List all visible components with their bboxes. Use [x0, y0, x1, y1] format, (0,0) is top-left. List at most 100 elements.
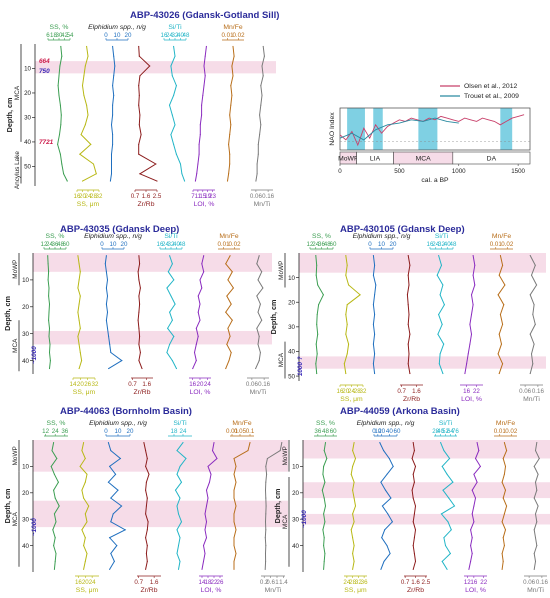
data-point-ss_pct [49, 360, 51, 362]
series-tick-label-elph: 60 [394, 428, 401, 435]
panel-title: ABP-43035 (Gdansk Deep) [60, 224, 179, 235]
data-point-loi [193, 351, 196, 354]
data-point-ss_um [348, 343, 350, 345]
series-tick-label-elph: 20 [390, 241, 397, 248]
data-point-ss_um [81, 450, 83, 452]
series-tick-label-loi: 23 [209, 193, 216, 200]
era-box [452, 151, 531, 165]
data-point-mn_fe [233, 560, 235, 562]
series-tick-label-ss_um: 28 [354, 388, 361, 395]
data-point-mn_fe [498, 373, 500, 375]
period-label: MCA [12, 511, 19, 526]
series-label-elph: Elphidium spp., n/g [89, 420, 147, 427]
series-tick-label-mn_fe: 0.05 [234, 428, 247, 435]
data-point-ss_pct [54, 497, 56, 499]
data-point-ss_pct [316, 264, 318, 266]
data-point-mn_fe [504, 465, 507, 467]
data-point-ss_um [79, 327, 81, 329]
data-point-loi [205, 537, 208, 539]
data-point-elph [109, 568, 111, 570]
data-point-mn_ti [533, 529, 535, 531]
data-point-mn_fe [503, 545, 505, 547]
data-point-mn_fe [233, 489, 235, 491]
series-tick-label-si_ti: 24 [180, 428, 187, 435]
data-point-ss_um [346, 264, 348, 266]
data-point-zr_rb [145, 513, 147, 515]
data-point-mn_ti [534, 537, 537, 539]
data-point-mn_ti [264, 521, 267, 523]
data-point-loi [470, 545, 472, 547]
data-point-ss_um [345, 373, 347, 375]
data-point-elph [108, 335, 110, 337]
data-point-loi [476, 481, 478, 483]
data-point-mn_ti [534, 560, 537, 562]
data-point-mn_ti [257, 143, 259, 145]
data-point-ss_pct [322, 294, 324, 296]
data-point-elph [106, 279, 109, 281]
data-point-mn_ti [264, 537, 266, 539]
data-point-si_ti [174, 489, 177, 491]
data-point-si_ti [441, 323, 443, 325]
data-point-elph [383, 560, 385, 562]
data-point-loi [202, 560, 205, 562]
series-tick-label-si_ti: 16 [427, 241, 434, 248]
data-point-mn_ti [265, 505, 267, 507]
data-point-mn_ti [257, 311, 259, 313]
data-point-si_ti [173, 143, 175, 145]
data-point-mn_ti [255, 368, 257, 370]
data-point-elph [121, 505, 123, 507]
nao-x-label: cal. a BP [421, 177, 449, 184]
data-point-loi [210, 473, 212, 475]
data-point-loi [211, 450, 214, 452]
data-point-mn_fe [235, 465, 237, 467]
series-label-loi: LOI, % [201, 587, 222, 594]
data-point-ss_pct [59, 65, 61, 67]
series-tick-label-si_ti: 32 [168, 241, 175, 248]
panel-abp43026: ABP-43026 (Gdansk-Gotland Sill) 10 20 30 40 5… [5, 10, 279, 208]
data-point-ss_pct [316, 313, 318, 316]
series-tick-label-mn_fe: 0.01 [226, 428, 239, 435]
data-point-ss_pct [48, 287, 50, 289]
series-tick-label-zr_rb: 1.6 [150, 579, 159, 586]
data-point-zr_rb [414, 560, 417, 562]
nao-y-label: NAO Index [329, 112, 336, 146]
series-label-mn_ti: Mn/Ti [265, 587, 282, 594]
series-tick-label-loi: 7 [191, 193, 195, 200]
data-point-ss_um [352, 489, 354, 491]
data-point-mn_ti [533, 465, 535, 467]
data-point-elph [109, 343, 111, 345]
series-label-elph: Elphidium spp., n/g [84, 233, 142, 240]
data-point-elph [386, 473, 388, 475]
data-point-si_ti [171, 75, 173, 77]
data-point-zr_rb [138, 94, 140, 96]
data-point-elph [388, 457, 390, 460]
series-tick-label-ss_pct: 36 [318, 241, 325, 248]
data-point-loi [201, 568, 203, 570]
series-tick-label-si_ti: 18 [171, 428, 178, 435]
nao-line-trouet [339, 117, 459, 141]
data-point-mn_fe [501, 481, 503, 483]
data-point-ss_um [353, 521, 355, 523]
series-line-mn_fe [501, 442, 508, 570]
data-point-mn_fe [506, 505, 508, 507]
depth-tick-label: 30 [22, 516, 29, 523]
data-point-mn_ti [529, 333, 531, 335]
data-point-elph [105, 271, 107, 273]
series-tick-label-ss_pct: 12 [42, 428, 49, 435]
age-label: 1000 ? [297, 356, 304, 376]
data-point-zr_rb [411, 489, 413, 491]
data-point-ss_pct [323, 568, 325, 570]
series-label-ss_um: SS, μm [73, 389, 96, 396]
data-point-elph [119, 457, 121, 460]
series-tick-label-loi: 15 [199, 193, 206, 200]
data-point-ss_um [343, 363, 345, 365]
data-point-loi [464, 373, 466, 375]
data-point-mn_ti [534, 481, 537, 483]
series-tick-label-ss_um: 32 [92, 381, 99, 388]
depth-tick-label: 30 [292, 516, 299, 523]
data-point-si_ti [174, 124, 176, 126]
data-point-zr_rb [146, 545, 148, 547]
data-point-ss_um [354, 505, 357, 507]
data-point-mn_fe [233, 513, 235, 515]
series-tick-label-mn_ti: 0.16 [536, 579, 549, 586]
